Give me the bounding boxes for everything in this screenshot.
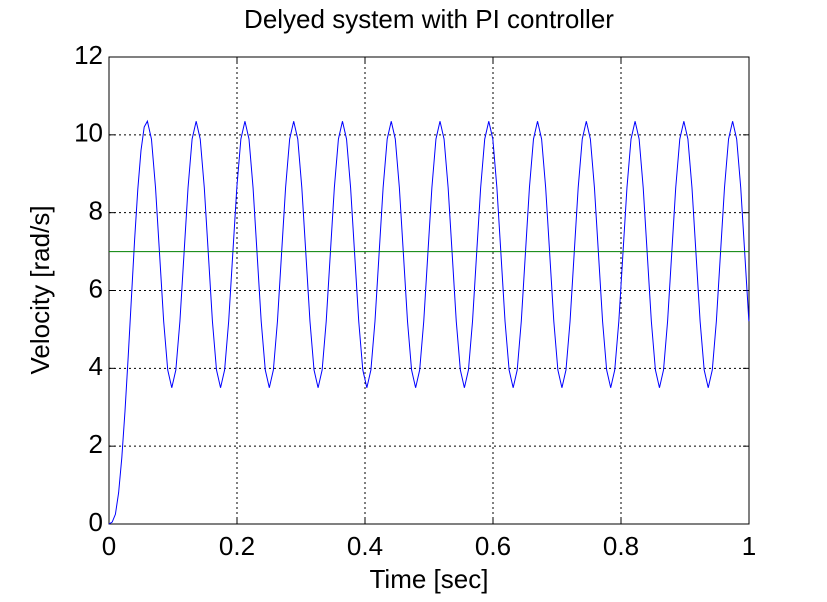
y-tick-label: 2 (89, 429, 103, 459)
y-tick-label: 6 (89, 273, 103, 303)
y-tick-label: 8 (89, 196, 103, 226)
y-tick-label: 10 (74, 118, 103, 148)
y-tick-label: 0 (89, 507, 103, 537)
chart-title: Delyed system with PI controller (244, 4, 614, 34)
x-axis-label: Time [sec] (370, 564, 489, 594)
y-tick-label: 12 (74, 40, 103, 70)
x-tick-label: 0.4 (347, 531, 383, 561)
x-tick-label: 0.2 (219, 531, 255, 561)
y-tick-label: 4 (89, 351, 103, 381)
y-axis-label: Velocity [rad/s] (25, 205, 55, 374)
x-tick-label: 0.8 (603, 531, 639, 561)
x-tick-label: 1 (742, 531, 756, 561)
x-tick-label: 0 (102, 531, 116, 561)
plot-frame (108, 56, 750, 525)
data-line (108, 119, 750, 525)
x-tick-label: 0.6 (475, 531, 511, 561)
